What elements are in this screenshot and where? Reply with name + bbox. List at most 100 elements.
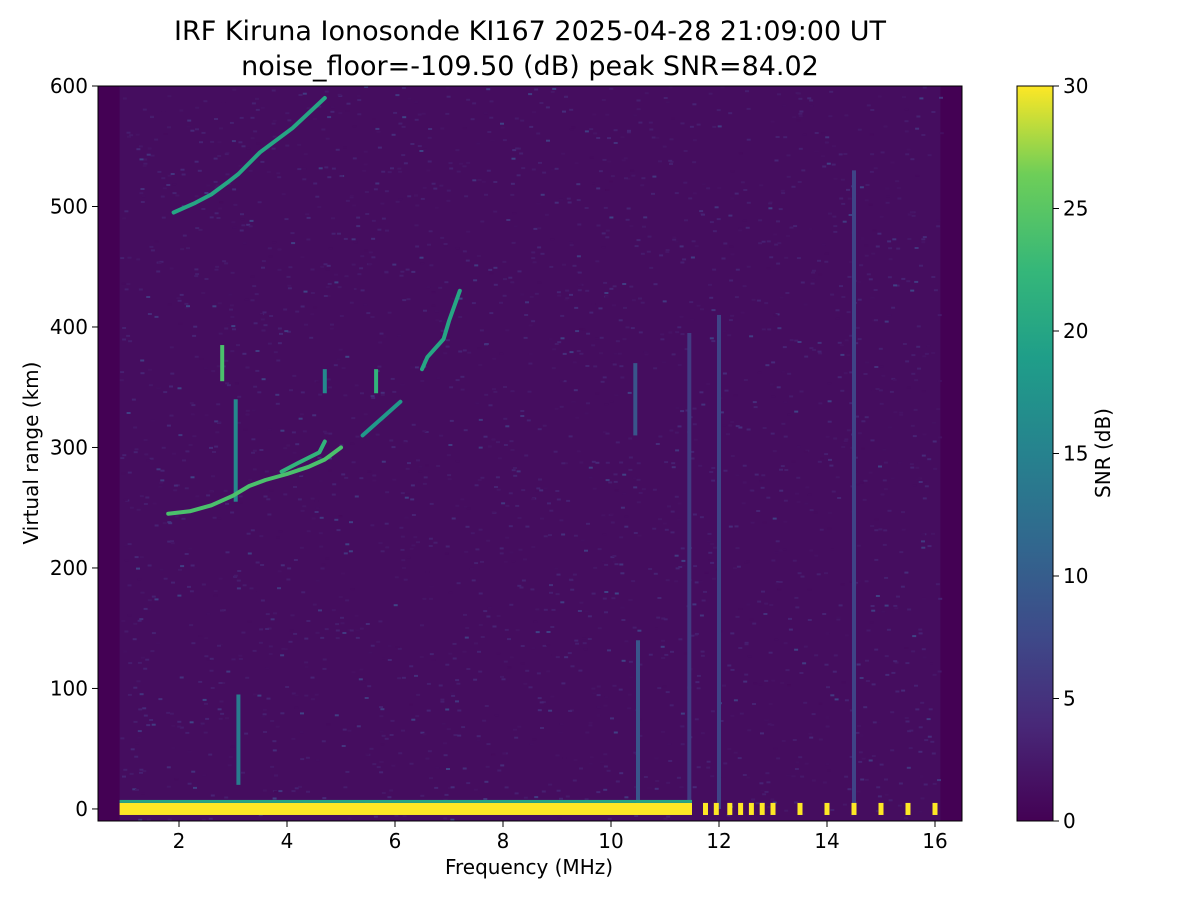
noise-pixel — [216, 403, 221, 406]
noise-pixel — [804, 762, 809, 765]
noise-pixel — [615, 340, 620, 343]
noise-pixel — [403, 440, 408, 443]
noise-pixel — [596, 694, 601, 697]
noise-pixel — [603, 281, 608, 284]
noise-pixel — [267, 627, 272, 630]
noise-pixel — [638, 734, 643, 737]
noise-pixel — [397, 334, 402, 337]
vertical-echo — [220, 345, 225, 382]
noise-pixel — [557, 294, 562, 297]
noise-pixel — [531, 320, 536, 323]
noise-pixel — [287, 284, 292, 287]
noise-pixel — [559, 723, 564, 726]
noise-pixel — [346, 102, 351, 105]
noise-pixel — [636, 501, 641, 504]
noise-pixel — [466, 507, 471, 510]
noise-pixel — [271, 89, 276, 92]
noise-pixel — [133, 426, 138, 429]
noise-pixel — [764, 719, 769, 722]
noise-pixel — [744, 643, 749, 646]
noise-pixel — [203, 100, 208, 103]
noise-pixel — [160, 469, 165, 472]
noise-pixel — [214, 420, 219, 423]
noise-pixel — [626, 131, 631, 134]
noise-pixel — [791, 460, 796, 463]
noise-pixel — [380, 550, 385, 553]
noise-pixel — [729, 279, 734, 282]
noise-pixel — [242, 584, 247, 587]
noise-pixel — [372, 763, 377, 766]
noise-pixel — [674, 192, 679, 195]
echo-layer — [119, 96, 938, 815]
noise-pixel — [869, 133, 874, 136]
noise-pixel — [387, 311, 392, 314]
noise-pixel — [478, 528, 483, 531]
noise-pixel — [664, 653, 669, 656]
ground-echo-sample — [824, 802, 830, 815]
noise-pixel — [730, 314, 735, 317]
noise-pixel — [932, 421, 936, 424]
noise-pixel — [651, 136, 656, 139]
noise-pixel — [320, 265, 325, 268]
noise-pixel — [379, 761, 384, 763]
noise-pixel — [484, 705, 489, 707]
noise-pixel — [211, 475, 215, 478]
noise-pixel — [445, 545, 450, 548]
noise-pixel — [720, 86, 725, 89]
noise-pixel — [878, 465, 882, 468]
ground-echo-sample — [738, 802, 744, 815]
noise-pixel — [666, 815, 671, 818]
noise-pixel — [719, 720, 724, 722]
noise-pixel — [260, 599, 265, 602]
noise-pixel — [601, 246, 606, 249]
noise-pixel — [263, 495, 268, 498]
noise-pixel — [589, 756, 594, 759]
noise-pixel — [671, 117, 675, 120]
noise-pixel — [605, 229, 610, 232]
noise-pixel — [163, 391, 168, 394]
noise-pixel — [584, 412, 589, 415]
noise-pixel — [722, 424, 727, 427]
noise-pixel — [844, 339, 849, 342]
noise-pixel — [438, 684, 443, 687]
noise-pixel — [426, 709, 431, 712]
noise-pixel — [591, 344, 596, 347]
noise-pixel — [174, 778, 179, 781]
noise-pixel — [541, 790, 546, 793]
noise-pixel — [652, 175, 657, 178]
noise-pixel — [557, 341, 562, 344]
noise-pixel — [518, 819, 523, 821]
ground-echo-sample — [713, 802, 719, 815]
noise-pixel — [786, 235, 790, 237]
noise-pixel — [414, 101, 419, 104]
noise-pixel — [229, 121, 234, 124]
noise-pixel — [648, 121, 653, 124]
noise-pixel — [220, 609, 224, 612]
noise-pixel — [758, 219, 763, 222]
noise-pixel — [398, 198, 403, 201]
noise-pixel — [510, 281, 515, 284]
noise-pixel — [300, 256, 305, 259]
noise-pixel — [267, 342, 272, 345]
noise-pixel — [436, 465, 441, 467]
noise-pixel — [261, 266, 265, 269]
noise-pixel — [270, 720, 275, 722]
noise-pixel — [426, 682, 431, 685]
noise-pixel — [546, 631, 551, 633]
noise-pixel — [152, 502, 157, 505]
noise-pixel — [614, 592, 619, 595]
noise-pixel — [328, 432, 333, 435]
noise-pixel — [465, 525, 470, 528]
noise-pixel — [146, 724, 151, 727]
noise-pixel — [605, 479, 610, 482]
noise-pixel — [885, 673, 890, 676]
noise-pixel — [151, 595, 156, 598]
noise-pixel — [730, 253, 735, 256]
noise-pixel — [844, 699, 849, 702]
noise-pixel — [331, 232, 336, 235]
noise-pixel — [288, 266, 293, 269]
noise-pixel — [411, 270, 416, 273]
noise-pixel — [325, 137, 330, 140]
noise-pixel — [239, 116, 244, 119]
noise-pixel — [547, 502, 551, 505]
